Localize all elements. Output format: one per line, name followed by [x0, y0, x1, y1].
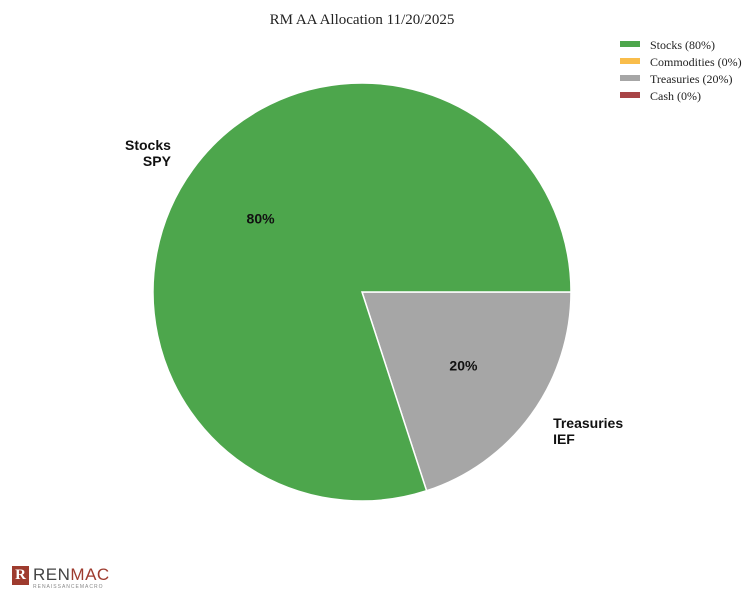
logo-subtext: RENAISSANCEMACRO [33, 584, 104, 590]
slice-treasuries [360, 291, 572, 492]
slice-stocks [152, 82, 572, 502]
category-label-stocks: Stocks SPY [125, 137, 172, 169]
legend: Stocks (80%) Commodities (0%) Treasuries (… [620, 38, 742, 103]
legend-label-cash: Cash (0%) [650, 89, 701, 103]
category-label-treasuries: Treasuries IEF [553, 415, 623, 447]
pie-slices [152, 82, 572, 502]
logo-text-accent: MAC [70, 565, 110, 584]
legend-swatch-cash [620, 92, 640, 98]
pie-labels: 20% Treasuries IEF 80% Stocks SPY [125, 137, 623, 447]
legend-label-stocks: Stocks (80%) [650, 38, 715, 52]
legend-label-treasuries: Treasuries (20%) [650, 72, 733, 86]
legend-swatch-stocks [620, 41, 640, 47]
logo-mark: R [12, 566, 29, 585]
pct-label-treasuries: 20% [449, 358, 478, 374]
legend-label-commodities: Commodities (0%) [650, 55, 742, 69]
chart-title: RM AA Allocation 11/20/2025 [270, 12, 455, 28]
pct-label-stocks: 80% [247, 210, 276, 226]
legend-swatch-treasuries [620, 75, 640, 81]
legend-swatch-commodities [620, 58, 640, 64]
renmac-logo: R RENMAC RENAISSANCEMACRO [12, 566, 110, 590]
logo-wordmark: RENMAC [33, 566, 110, 583]
logo-text-main: REN [33, 565, 71, 584]
